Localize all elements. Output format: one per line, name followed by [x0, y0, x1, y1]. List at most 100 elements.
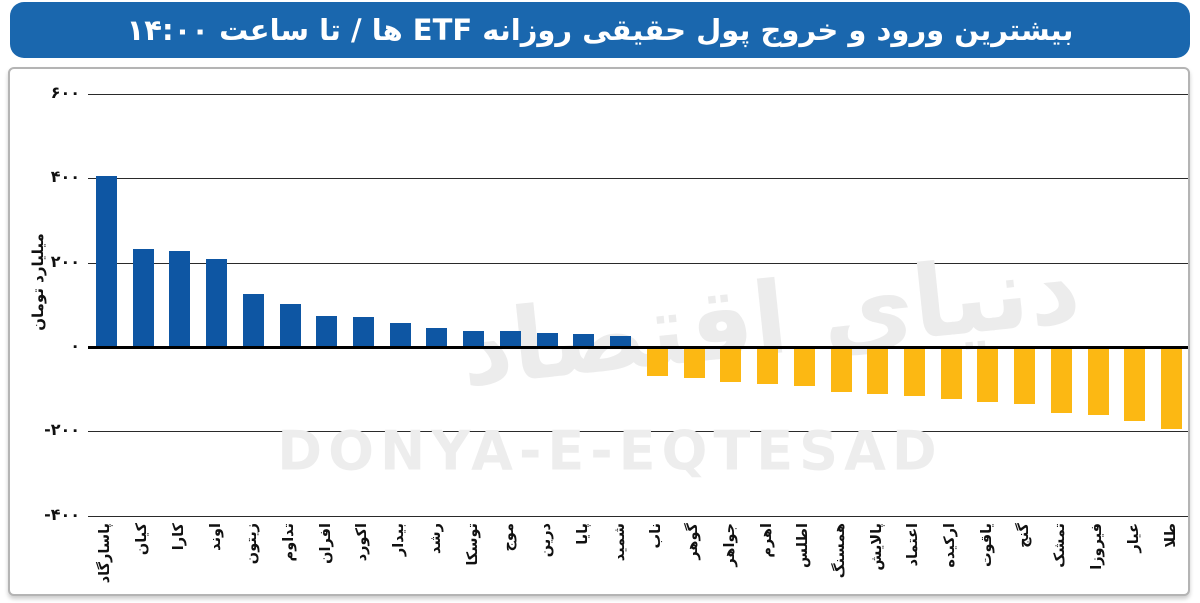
- x-label-column: زیتون: [235, 519, 272, 594]
- y-tick-label: ۲۰۰: [50, 251, 80, 271]
- bar: [1050, 348, 1072, 414]
- bar-column: [896, 69, 933, 529]
- x-label-column: اطلس: [786, 519, 823, 594]
- x-axis-label: یاقوت: [978, 523, 995, 568]
- bar: [793, 348, 815, 387]
- bar-column: [382, 69, 419, 529]
- gridline: [88, 94, 1188, 96]
- x-label-column: شمید: [602, 519, 639, 594]
- bar: [169, 251, 191, 347]
- x-axis-label: پاسارگاد: [97, 523, 114, 584]
- x-axis-label: درین: [538, 523, 555, 558]
- x-label-column: توسکا: [455, 519, 492, 594]
- x-axis-label: اعتماد: [905, 523, 922, 567]
- x-label-column: پایا: [566, 519, 603, 594]
- x-axis-labels: پاسارگاد کیان کارا اوند زیتون تداوم افران اکورد…: [88, 519, 1188, 594]
- bar: [1087, 348, 1109, 416]
- x-axis-label: افران: [317, 523, 334, 564]
- gridline: [88, 515, 1188, 517]
- bar-column: [1153, 69, 1188, 529]
- bar-column: [602, 69, 639, 529]
- bar: [646, 348, 668, 376]
- bar: [903, 348, 925, 396]
- x-label-column: اوند: [198, 519, 235, 594]
- bar: [683, 348, 705, 378]
- x-axis-label: اطلس: [795, 523, 812, 569]
- x-label-column: تمشک: [1043, 519, 1080, 594]
- x-label-column: عیار: [1117, 519, 1154, 594]
- bar-column: [272, 69, 309, 529]
- bar-column: [529, 69, 566, 529]
- bar-plot-area: [88, 69, 1188, 529]
- bar-column: [1117, 69, 1154, 529]
- x-label-column: اکورد: [345, 519, 382, 594]
- bar: [499, 330, 521, 347]
- bar: [1161, 348, 1183, 430]
- gridline: [88, 431, 1188, 433]
- bar-column: [566, 69, 603, 529]
- bar: [132, 249, 154, 347]
- x-label-column: طلا: [1153, 519, 1188, 594]
- bar: [95, 176, 117, 347]
- x-label-column: گنج: [1006, 519, 1043, 594]
- x-axis-label: رشد: [427, 523, 444, 554]
- x-axis-label: پایا: [574, 523, 591, 545]
- x-axis-label: ناب: [648, 523, 665, 549]
- x-label-column: یاقوت: [970, 519, 1007, 594]
- x-label-column: ارکیده: [933, 519, 970, 594]
- x-axis-label: توسکا: [464, 523, 481, 566]
- bar: [867, 348, 889, 395]
- x-axis-label: ارکیده: [942, 523, 959, 568]
- bar-column: [676, 69, 713, 529]
- bar-column: [492, 69, 529, 529]
- bar: [389, 322, 411, 347]
- bar-column: [933, 69, 970, 529]
- x-axis-label: عیار: [1125, 523, 1142, 553]
- x-label-column: کیان: [125, 519, 162, 594]
- bar-column: [198, 69, 235, 529]
- bar: [757, 348, 779, 385]
- bar: [463, 330, 485, 347]
- gridline: [88, 178, 1188, 180]
- bar-column: [345, 69, 382, 529]
- x-axis-label: پالایش: [868, 523, 885, 571]
- bar: [352, 317, 374, 347]
- bar-column: [88, 69, 125, 529]
- y-axis-title: میلیارد تومان: [29, 233, 47, 331]
- bar: [830, 348, 852, 393]
- x-axis-label: اوند: [207, 523, 224, 551]
- y-tick-label: -۴۰۰: [44, 504, 80, 524]
- bar: [426, 327, 448, 347]
- chart-panel: دنیای اقتصاد DONYA-E-EQTESAD میلیارد توم…: [8, 67, 1190, 596]
- x-axis-label: کیان: [134, 523, 151, 556]
- x-axis-label: تداوم: [281, 523, 298, 562]
- latin-watermark: DONYA-E-EQTESAD: [277, 419, 943, 483]
- x-axis-label: موج: [501, 523, 518, 552]
- x-label-column: رشد: [419, 519, 456, 594]
- x-axis-label: طلا: [1162, 523, 1179, 548]
- bar-column: [125, 69, 162, 529]
- bar-column: [639, 69, 676, 529]
- chart-title-banner: بیشترین ورود و خروج پول حقیقی روزانه ETF…: [10, 2, 1190, 58]
- y-tick-label: ۴۰۰: [50, 167, 80, 187]
- x-axis-label: جواهر: [721, 523, 738, 567]
- bar-column: [235, 69, 272, 529]
- x-axis-label: کارا: [170, 523, 187, 551]
- bar-column: [786, 69, 823, 529]
- bar-column: [859, 69, 896, 529]
- x-label-column: اعتماد: [896, 519, 933, 594]
- bar-column: [308, 69, 345, 529]
- x-label-column: موج: [492, 519, 529, 594]
- x-label-column: همسنگ: [823, 519, 860, 594]
- gridline: [88, 262, 1188, 264]
- bar-column: [712, 69, 749, 529]
- x-axis-label: همسنگ: [832, 523, 849, 579]
- bar-column: [749, 69, 786, 529]
- x-label-column: افران: [308, 519, 345, 594]
- bar: [573, 333, 595, 347]
- x-label-column: بیدار: [382, 519, 419, 594]
- bar: [720, 348, 742, 383]
- x-axis-label: بیدار: [391, 523, 408, 557]
- x-label-column: اهرم: [749, 519, 786, 594]
- bar-column: [455, 69, 492, 529]
